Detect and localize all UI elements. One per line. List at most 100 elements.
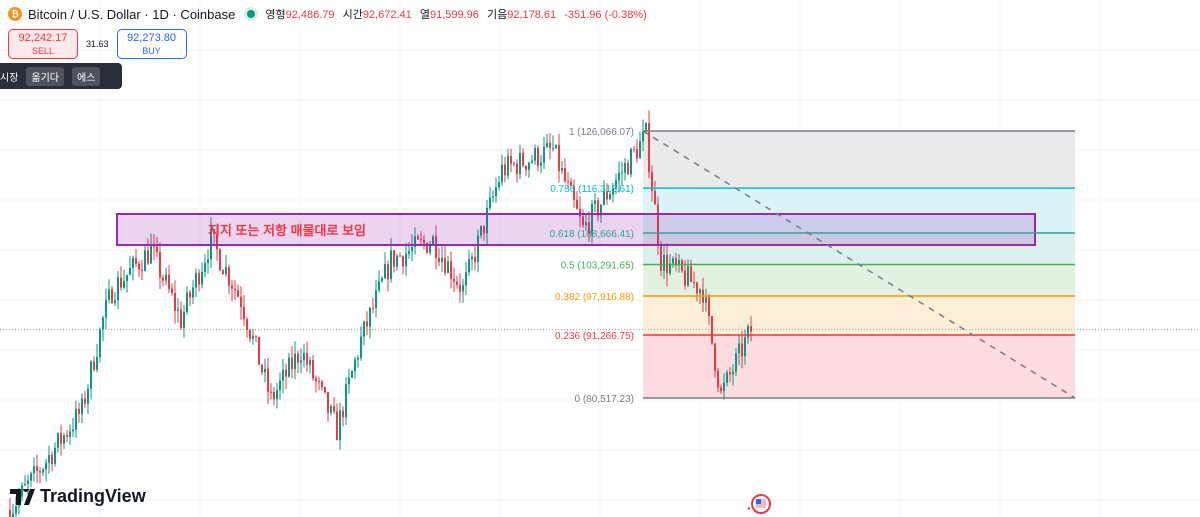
candle-body [69, 431, 71, 437]
candle-body [225, 267, 227, 275]
candle-body [357, 357, 359, 360]
candle-body [222, 270, 224, 275]
candle-body [111, 289, 113, 303]
candle-body [384, 264, 386, 279]
candle-body [84, 398, 86, 404]
candle-body [486, 207, 488, 234]
candle-body [147, 250, 149, 264]
candle-body [186, 292, 188, 313]
candle-body [414, 236, 416, 248]
ohlc-values: 영형92,486.79 시간92,672.41 열91,599.96 기음92,… [265, 6, 651, 22]
candle-body [696, 282, 698, 294]
candle-body [39, 471, 41, 473]
candle-body [198, 273, 200, 285]
candle-body [690, 266, 692, 282]
candle-body [108, 289, 110, 300]
fib-level-label: 0.5 (103,291.65) [561, 261, 634, 272]
candle-body [27, 480, 29, 485]
tradingview-logo[interactable]: TradingView [10, 486, 146, 507]
candle-body [453, 278, 455, 282]
candle-body [723, 382, 725, 391]
candle-body [78, 408, 80, 414]
candle-body [585, 222, 587, 226]
candle-body [417, 236, 419, 240]
candle-body [639, 141, 641, 159]
candle-body [669, 263, 671, 274]
market-status-dot [247, 10, 256, 18]
candle-body [342, 410, 344, 418]
candle-body [135, 257, 137, 264]
candle-body [168, 274, 170, 289]
candle-body [543, 146, 545, 163]
candle-body [468, 259, 470, 273]
candle-body [207, 259, 209, 263]
candle-body [630, 149, 632, 175]
tooltip-move[interactable]: 옮기다 [26, 66, 65, 86]
candle-body [261, 364, 263, 373]
candle-body [435, 236, 437, 259]
candle-body [564, 168, 566, 182]
fib-level-label: 0.786 (116,318.61) [550, 184, 634, 195]
candle-body [264, 368, 266, 373]
candle-body [573, 186, 575, 200]
candle-body [591, 203, 593, 234]
sell-button[interactable]: 92,242.17 SELL [8, 29, 78, 59]
candle-body [348, 377, 350, 385]
fib-level-label: 1 (126,066.07) [569, 127, 634, 138]
candle-body [552, 147, 554, 149]
candle-body [309, 360, 311, 365]
candle-body [120, 277, 122, 288]
candle-body [492, 196, 494, 198]
candle-body [336, 411, 338, 441]
candle-body [645, 123, 647, 132]
tooltip-s[interactable]: 에스 [72, 66, 101, 86]
brand-name: TradingView [40, 486, 146, 506]
candle-body [45, 462, 47, 470]
candle-body [531, 160, 533, 163]
candle-body [516, 163, 518, 175]
fib-level-label: 0.382 (97,916.88) [555, 292, 634, 303]
candle-body [93, 361, 95, 370]
candle-body [504, 164, 506, 176]
candle-body [441, 257, 443, 263]
candle-body [330, 406, 332, 413]
candle-body [231, 285, 233, 289]
candle-body [411, 247, 413, 252]
candle-body [387, 264, 389, 280]
candle-body [138, 263, 140, 270]
candle-body [180, 309, 182, 328]
order-tooltip: 시장 옮기다 에스 [0, 63, 122, 89]
candle-body [228, 267, 230, 286]
candle-body [315, 378, 317, 381]
candle-body [672, 258, 674, 264]
symbol-title[interactable]: Bitcoin / U.S. Dollar · 1D · Coinbase [28, 6, 236, 22]
candle-body [621, 172, 623, 174]
candle-body [429, 245, 431, 253]
candle-body [327, 392, 329, 413]
candle-body [432, 236, 434, 246]
candle-body [513, 163, 515, 165]
candle-body [729, 372, 731, 375]
buy-button[interactable]: 92,273.80 BUY [116, 29, 187, 59]
flag-badge-icon[interactable] [745, 493, 775, 515]
candle-body [747, 326, 749, 338]
tooltip-market[interactable]: 시장 [0, 72, 19, 84]
candle-body [594, 200, 596, 204]
candle-body [684, 270, 686, 286]
candle-body [360, 336, 362, 358]
candle-body [75, 408, 77, 430]
candle-body [87, 388, 89, 404]
candle-body [393, 250, 395, 267]
candle-body [642, 131, 644, 142]
candle-body [252, 336, 254, 339]
candle-body [90, 361, 92, 389]
candle-body [549, 142, 551, 148]
candle-body [303, 353, 305, 361]
sell-price: 92,242.17 [18, 32, 68, 44]
candle-body [237, 290, 239, 297]
candle-body [705, 297, 707, 303]
symbol-header: ₿ Bitcoin / U.S. Dollar · 1D · Coinbase … [8, 6, 652, 22]
candle-body [423, 239, 425, 244]
candle-body [522, 153, 524, 166]
